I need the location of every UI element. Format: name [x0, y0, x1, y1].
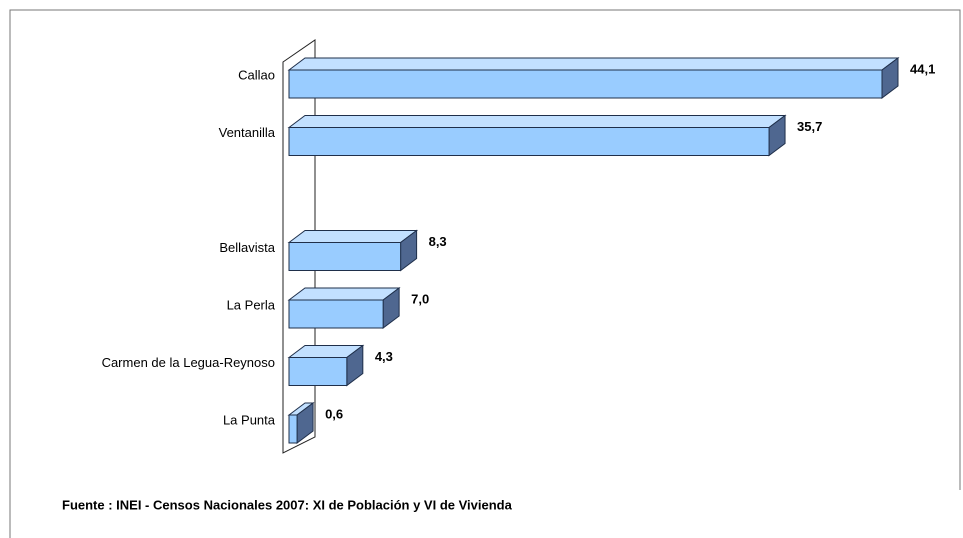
bar	[287, 57, 900, 99]
bar-front	[288, 299, 384, 329]
category-label: Ventanilla	[219, 125, 276, 140]
category-label: Carmen de la Legua-Reynoso	[102, 355, 275, 370]
bar-top	[287, 230, 419, 243]
bar-top	[287, 57, 900, 71]
value-label: 0,6	[325, 406, 343, 421]
bar-front	[288, 357, 348, 386]
category-label: La Perla	[227, 297, 276, 312]
value-label: 44,1	[910, 61, 935, 76]
value-label: 7,0	[411, 291, 429, 306]
bar	[287, 402, 315, 444]
axis-wall	[282, 39, 316, 454]
bar-front	[288, 69, 883, 99]
category-label: Callao	[238, 67, 275, 82]
bar-front	[288, 242, 402, 271]
value-label: 4,3	[375, 349, 393, 364]
category-label: Bellavista	[219, 240, 275, 255]
bar-front	[288, 414, 298, 444]
value-label: 8,3	[429, 234, 447, 249]
category-label: La Punta	[223, 412, 276, 427]
bar	[287, 114, 787, 157]
bar	[287, 344, 365, 387]
bar	[287, 229, 419, 272]
source-note: Fuente : INEI - Censos Nacionales 2007: …	[62, 497, 513, 512]
bar	[287, 287, 401, 329]
bar-front	[288, 127, 770, 156]
bar-top	[287, 287, 401, 301]
frame	[9, 9, 961, 538]
value-label: 35,7	[797, 119, 822, 134]
bar-top	[287, 115, 787, 128]
